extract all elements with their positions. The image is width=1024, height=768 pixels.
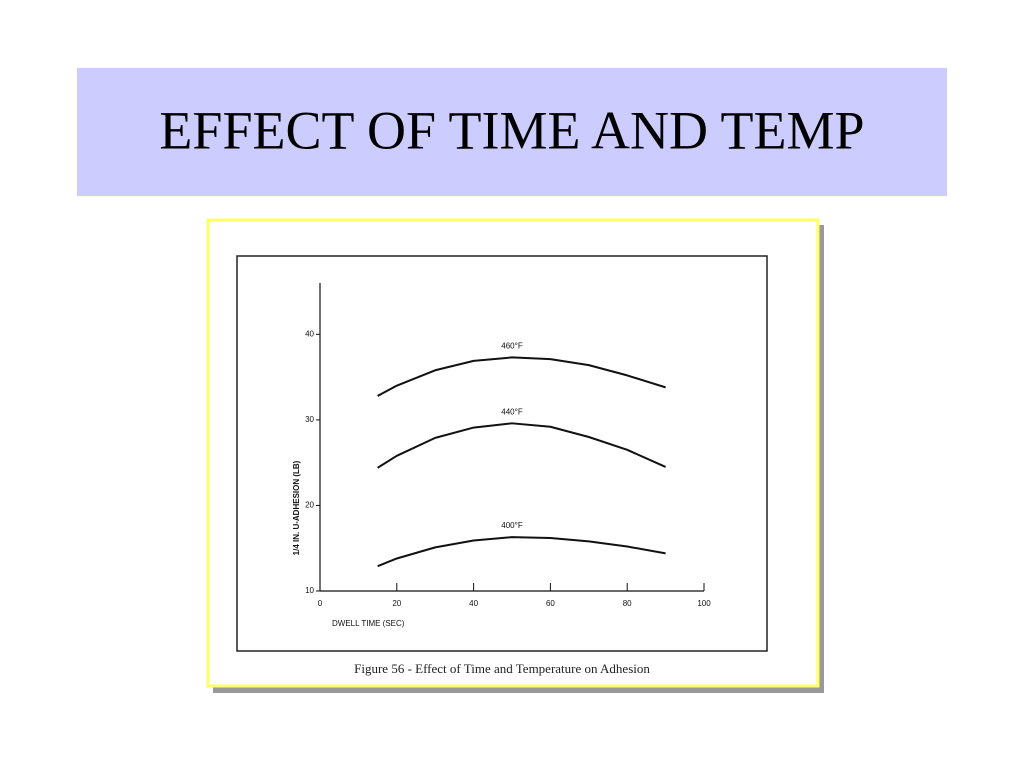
- series-label: 400°F: [501, 521, 523, 530]
- y-tick-label: 10: [305, 586, 314, 595]
- series-label: 460°F: [501, 342, 523, 351]
- x-tick-label: 60: [546, 599, 555, 608]
- series-line: [377, 536, 666, 568]
- y-tick-label: 30: [305, 415, 314, 424]
- figure-border: [236, 255, 768, 652]
- x-axis-label: DWELL TIME (SEC): [332, 619, 405, 628]
- y-tick-label: 40: [305, 329, 314, 338]
- series-label: 440°F: [501, 407, 523, 416]
- slide-title: EFFECT OF TIME AND TEMP: [159, 100, 864, 160]
- title-band: [77, 68, 947, 196]
- x-tick-label: 80: [623, 599, 632, 608]
- x-tick-label: 100: [697, 599, 711, 608]
- y-tick-label: 20: [305, 501, 314, 510]
- y-axis-label: 1/4 IN. U-ADHESION (LB): [292, 460, 301, 555]
- figure-frame: [206, 218, 820, 688]
- x-tick-label: 40: [469, 599, 478, 608]
- x-tick-label: 0: [318, 599, 323, 608]
- series-line: [377, 356, 666, 397]
- series-line: [377, 422, 667, 469]
- figure-caption: Figure 56 - Effect of Time and Temperatu…: [354, 661, 650, 676]
- x-tick-label: 20: [392, 599, 401, 608]
